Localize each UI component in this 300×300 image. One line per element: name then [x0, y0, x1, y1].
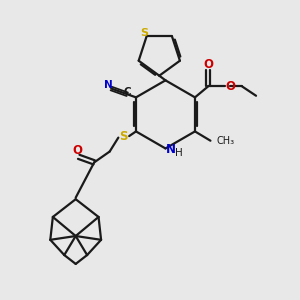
- Text: CH₃: CH₃: [217, 136, 235, 146]
- Text: O: O: [72, 144, 82, 157]
- Text: S: S: [140, 28, 148, 38]
- Text: N: N: [166, 143, 176, 157]
- Text: H: H: [175, 148, 183, 158]
- Text: O: O: [203, 58, 213, 71]
- Text: S: S: [119, 130, 128, 142]
- Text: C: C: [123, 87, 131, 97]
- Text: O: O: [225, 80, 235, 93]
- Text: N: N: [104, 80, 113, 90]
